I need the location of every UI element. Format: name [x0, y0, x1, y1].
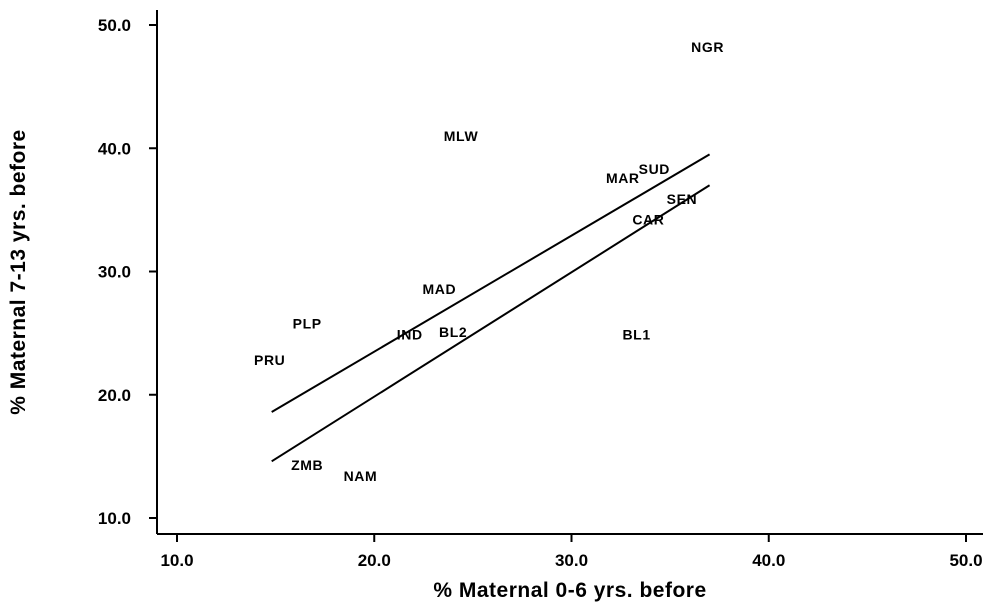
data-point-sud: SUD: [639, 161, 670, 177]
x-tick-label: 30.0: [555, 551, 588, 570]
data-point-bl1: BL1: [622, 326, 650, 342]
data-point-plp: PLP: [293, 315, 322, 331]
data-point-nam: NAM: [344, 468, 378, 484]
y-axis: 10.0 20.0 30.0 40.0 50.0 % Maternal 7-13 yrs…: [7, 10, 158, 534]
data-point-mad: MAD: [422, 281, 456, 297]
fit-line-2: [271, 184, 711, 463]
y-tick-label: 20.0: [98, 386, 131, 405]
data-point-ngr: NGR: [691, 39, 724, 55]
data-point-bl2: BL2: [439, 324, 467, 340]
x-tick-label: 50.0: [949, 551, 982, 570]
fit-lines: [271, 153, 711, 463]
x-tick-label: 20.0: [358, 551, 391, 570]
y-tick-label: 50.0: [98, 16, 131, 35]
y-tick-label: 30.0: [98, 263, 131, 282]
y-tick-label: 40.0: [98, 139, 131, 158]
data-point-mlw: MLW: [444, 128, 479, 144]
y-tick-label: 10.0: [98, 509, 131, 528]
data-point-sen: SEN: [667, 191, 698, 207]
fit-line-1: [271, 153, 711, 413]
x-tick-label: 40.0: [752, 551, 785, 570]
x-axis-title: % Maternal 0-6 yrs. before: [433, 579, 706, 602]
data-point-mar: MAR: [606, 170, 640, 186]
data-point-pru: PRU: [254, 352, 285, 368]
x-axis: 10.0 20.0 30.0 40.0 50.0 % Maternal 0-6 yrs.…: [157, 533, 983, 602]
data-point-zmb: ZMB: [291, 457, 323, 473]
data-point-car: CAR: [632, 212, 664, 228]
data-point-ind: IND: [397, 326, 423, 342]
x-tick-label: 10.0: [160, 551, 193, 570]
y-axis-title: % Maternal 7-13 yrs. before: [7, 129, 30, 414]
